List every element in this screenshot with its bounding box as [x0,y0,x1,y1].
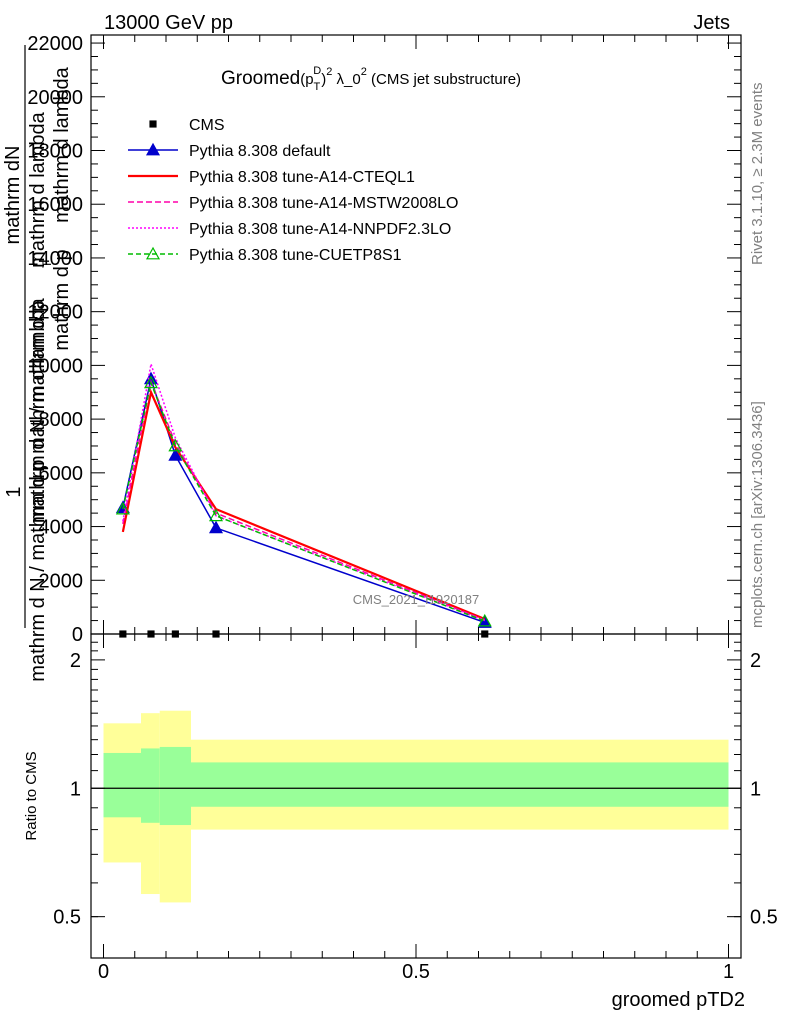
rivet-label: Rivet 3.1.10, ≥ 2.3M events [749,83,766,266]
ratio-bands [91,710,741,903]
ylabel-outer: mathrm d N / mathrm d p mathrm d lambda [27,297,49,681]
x-tick-label: 1 [723,961,734,983]
watermark: CMS_2021_I1920187 [353,592,480,607]
series-line [122,378,486,621]
title-pre: Groomed [221,68,300,89]
y-tick-label: 8000 [39,409,84,431]
data-point [145,142,161,156]
ratio-inner-band [141,748,160,823]
legend-label: Pythia 8.308 tune-A14-CTEQL1 [189,169,415,186]
x-axis-label: groomed pTD2 [612,989,745,1011]
data-point [168,448,183,461]
series-line [122,363,486,622]
ratio-inner-band [191,762,729,807]
mcplots-label: mcplots.cern.ch [arXiv:1306.3436] [749,401,766,628]
data-point [143,375,159,389]
legend-label: Pythia 8.308 tune-A14-NNPDF2.3LO [189,221,451,238]
y-tick-label: 6000 [39,463,84,485]
ratio-ticks: 0 0.5 1 0.5 0.5 1 1 2 2 [53,634,778,983]
data-point [145,246,161,260]
legend-label: Pythia 8.308 tune-A14-MSTW2008LO [189,195,458,212]
header-right: Jets [693,12,730,34]
title-tail: (CMS jet substructure) [367,71,521,88]
x-tick-label: 0.5 [402,961,430,983]
ratio-inner-band [159,746,191,826]
legend-label: Pythia 8.308 tune-CUETP8S1 [189,247,402,264]
ratio-y-label: Ratio to CMS [23,751,40,840]
data-point [115,501,130,515]
ylabel-den-sub: T [40,260,54,268]
ratio-y-tick-label: 1 [70,778,81,800]
ylabel-numerator: mathrm dN [2,146,24,245]
series-line [121,388,486,620]
data-point [149,120,157,128]
y-tick-label: 0 [72,624,83,646]
data-point [477,615,492,628]
ratio-inner-band [103,752,141,818]
header-left: 13000 GeV pp [104,12,233,34]
title-sup3: 2 [361,66,367,78]
data-point [208,508,224,522]
ratio-y-tick-label: 2 [70,650,81,672]
main-series-layer [115,363,492,638]
ylabel-den-3: mathrm d p [51,249,73,350]
y-tick-label: 12000 [27,302,83,324]
series-line [122,380,486,622]
ratio-y-tick-label-right: 1 [750,778,761,800]
title-sub: T [314,81,321,93]
y-tick-label: 16000 [27,194,83,216]
y-tick-label: 18000 [27,141,83,163]
ylabel-top: 1 [3,486,25,497]
legend: CMS Pythia 8.308 default Pythia 8.308 tune… [128,117,458,264]
x-tick-label: 0 [98,961,109,983]
legend-label: CMS [189,117,225,134]
ratio-y-tick-label-right: 2 [750,650,761,672]
data-point [208,520,224,534]
data-point [477,613,492,627]
main-panel: 0 2000 4000 6000 8000 10000 12000 14000 16000 180… [27,33,742,646]
y-tick-label: 4000 [39,517,84,539]
ratio-y-tick-label-right: 0.5 [750,907,778,929]
y-tick-label: 2000 [39,570,84,592]
title-post: ) [321,71,326,88]
title-sup: D [313,65,321,77]
ylabel-den-1: mathrm d N / mathrm d p [27,301,49,523]
ylabel-den-2: mathrm d lambda [27,111,49,267]
y-tick-label: 20000 [27,87,83,109]
main-y-label: 1 mathrm dN mathrm d N / mathrm d p T ma… [2,45,73,682]
title-sup2: 2 [326,66,332,78]
legend-label: Pythia 8.308 default [189,143,331,160]
data-point [168,438,183,452]
main-x-ticks [103,35,729,634]
ratio-panel: 0 0.5 1 0.5 0.5 1 1 2 2 Ratio to CMS groomed pTD… [23,633,778,1011]
series-line [122,375,485,624]
y-tick-label: 10000 [27,355,83,377]
ylabel-den-4: mathrm d lambda [51,66,73,222]
y-tick-label: 14000 [27,248,83,270]
title-mid: λ_0 [332,71,360,88]
main-title: Groomed(pTD)2 λ_02 (CMS jet substructure… [221,65,521,93]
main-y-ticks: 0 2000 4000 6000 8000 10000 12000 14000 16000 180… [27,33,741,646]
ratio-y-tick-label: 0.5 [53,907,81,929]
title-math: (p [300,71,313,88]
y-tick-label: 22000 [27,33,83,55]
